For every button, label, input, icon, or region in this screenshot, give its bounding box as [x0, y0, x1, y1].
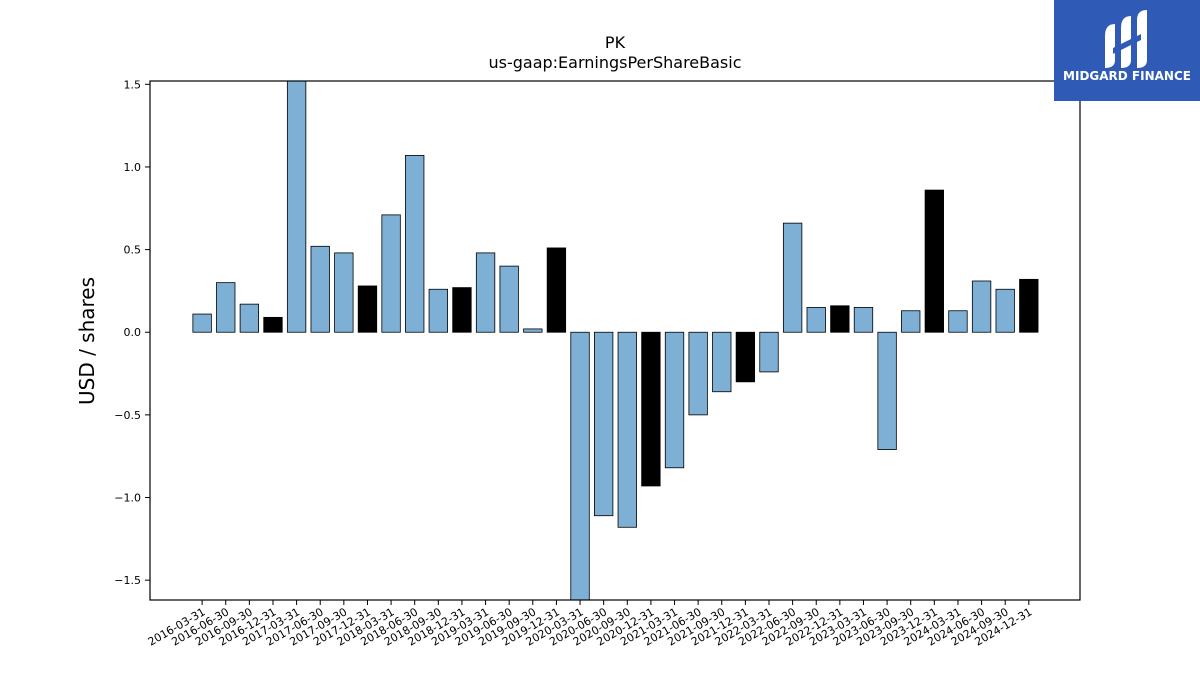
bar-18 [594, 331, 614, 517]
bar-5 [286, 80, 307, 333]
bar-16 [546, 247, 567, 333]
bar-26 [782, 222, 803, 333]
bar-22 [688, 331, 708, 416]
x-axis: 2016-03-312016-06-302016-09-302016-12-31… [146, 600, 1034, 649]
bar-2 [216, 282, 236, 333]
bar-35 [995, 288, 1015, 333]
plot-frame [149, 80, 1081, 601]
bar-19 [617, 331, 637, 528]
y-tick-label: 0.5 [124, 244, 142, 257]
bar-23 [712, 331, 732, 393]
chart-title: PK [605, 33, 626, 52]
bar-13 [475, 252, 496, 333]
bar-30 [877, 331, 897, 450]
bar-32 [924, 189, 944, 333]
bar-27 [806, 307, 826, 333]
bar-11 [428, 288, 448, 333]
bar-4 [263, 316, 283, 333]
y-axis-label: USD / shares [75, 277, 99, 405]
bar-12 [452, 287, 472, 333]
bar-7 [334, 252, 354, 333]
bar-21 [664, 331, 685, 469]
y-axis: −1.5 −1.0 −0.5 0.0 0.5 1.0 1.5 [114, 78, 150, 587]
y-tick-label: −1.0 [114, 492, 141, 505]
midgard-finance-logo: MIDGARD FINANCE [1054, 0, 1200, 101]
midgard-logo-icon [1105, 10, 1147, 68]
bar-14 [499, 265, 519, 333]
y-tick-label: 1.5 [124, 78, 142, 91]
logo-text: MIDGARD FINANCE [1063, 69, 1191, 83]
bar-10 [405, 154, 425, 333]
bar-34 [971, 280, 992, 333]
bar-8 [357, 285, 378, 333]
bar-33 [948, 310, 968, 333]
bar-25 [759, 331, 779, 373]
y-tick-label: −1.5 [114, 574, 141, 587]
bar-29 [853, 307, 874, 333]
bar-15 [523, 328, 543, 333]
bars-layer [192, 80, 1039, 601]
chart-subtitle: us-gaap:EarningsPerShareBasic [488, 53, 741, 72]
bar-3 [239, 303, 260, 333]
bar-1 [192, 313, 212, 333]
bar-24 [735, 331, 756, 383]
bar-9 [381, 214, 401, 333]
bar-20 [641, 331, 661, 487]
y-tick-label: −0.5 [114, 409, 141, 422]
y-tick-label: 1.0 [124, 161, 142, 174]
bar-36 [1019, 278, 1039, 333]
bar-28 [830, 305, 850, 333]
bar-6 [310, 245, 330, 333]
y-tick-label: 0.0 [124, 326, 142, 339]
bar-31 [901, 310, 921, 333]
bar-17 [570, 331, 590, 601]
